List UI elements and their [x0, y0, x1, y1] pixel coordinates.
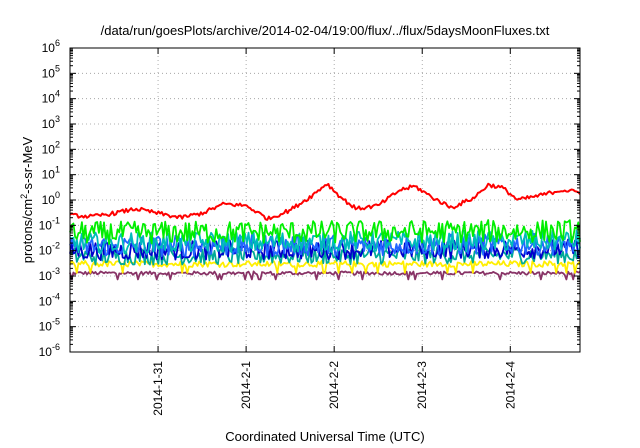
x-tick-labels: 2014-1-31 2014-2-1 2014-2-2 2014-2-3 2014-2-… [151, 361, 517, 416]
y-tick-labels: 10-6 10-5 10-4 10-3 10-2 10-1 100 101 102 103 104 1… [39, 38, 60, 359]
series-group [69, 182, 581, 281]
y-tick-label: 10-1 [39, 215, 60, 232]
series-line-2 [69, 219, 581, 245]
y-tick-label: 103 [42, 114, 60, 131]
y-axis-title-sup: 2 [19, 194, 29, 199]
x-tick-label: 2014-2-1 [239, 361, 253, 409]
y-tick-label: 10-3 [39, 266, 60, 283]
series-line-7 [69, 260, 581, 274]
series-line-3 [69, 229, 581, 255]
ticks [70, 47, 580, 353]
x-tick-label: 2014-2-2 [327, 361, 341, 409]
y-tick-label: 106 [42, 38, 60, 55]
y-axis-title: protons/cm2-s-sr-MeV [19, 136, 35, 263]
grid [70, 48, 580, 352]
x-tick-label: 2014-2-4 [503, 361, 517, 409]
x-tick-label: 2014-2-3 [415, 361, 429, 409]
y-tick-label: 101 [42, 165, 60, 182]
y-tick-label: 102 [42, 139, 60, 156]
x-tick-label: 2014-1-31 [151, 361, 165, 416]
y-axis-title-rest: -s-sr-MeV [20, 136, 35, 193]
y-tick-label: 10-2 [39, 241, 60, 258]
y-tick-label: 105 [42, 63, 60, 80]
x-axis-title: Coordinated Universal Time (UTC) [225, 429, 424, 444]
chart-title: /data/run/goesPlots/archive/2014-02-04/1… [101, 23, 550, 38]
y-tick-label: 104 [42, 89, 60, 106]
series-line-1 [69, 182, 581, 221]
y-tick-label: 10-4 [39, 291, 60, 308]
y-axis-title-main: protons/cm [20, 199, 35, 263]
y-tick-label: 10-5 [39, 317, 60, 334]
y-tick-label: 100 [42, 190, 60, 207]
y-tick-label: 10-6 [39, 342, 60, 359]
